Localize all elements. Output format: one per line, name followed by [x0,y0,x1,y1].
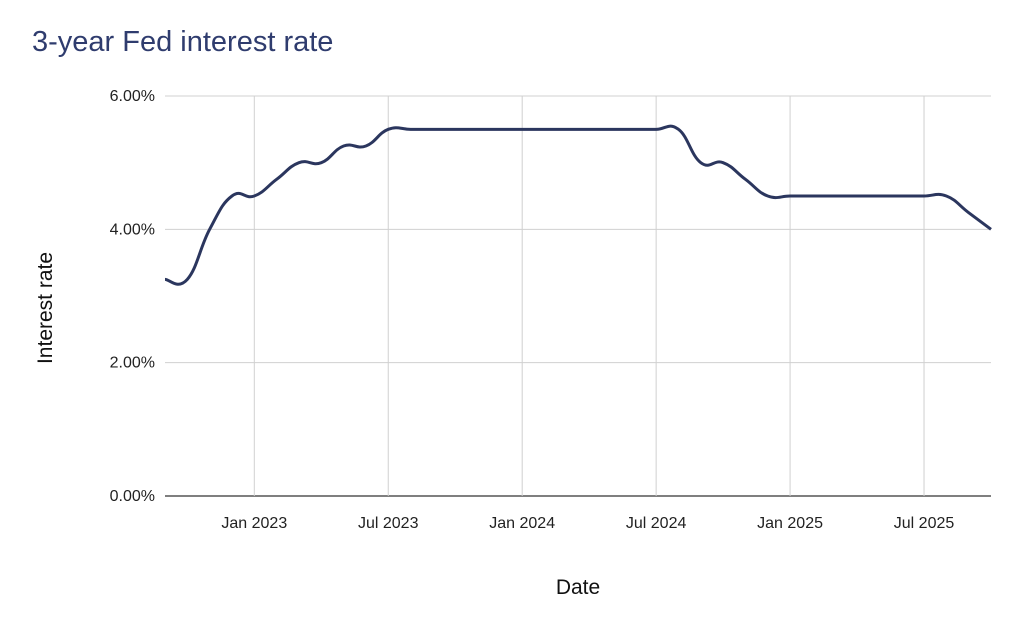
x-tick-label: Jan 2023 [221,515,287,532]
y-tick-label: 4.00% [110,221,155,238]
y-tick-label: 2.00% [110,355,155,372]
y-tick-label: 6.00% [110,88,155,105]
x-tick-label: Jul 2023 [358,515,419,532]
x-tick-label: Jan 2025 [757,515,823,532]
x-tick-label: Jul 2025 [894,515,955,532]
x-tick-label: Jul 2024 [626,515,687,532]
x-tick-label: Jan 2024 [489,515,555,532]
x-axis-label: Date [556,576,600,599]
series-line [164,124,992,286]
y-axis-label: Interest rate [34,252,57,364]
chart-title: 3-year Fed interest rate [32,26,334,58]
y-tick-label: 0.00% [110,488,155,505]
